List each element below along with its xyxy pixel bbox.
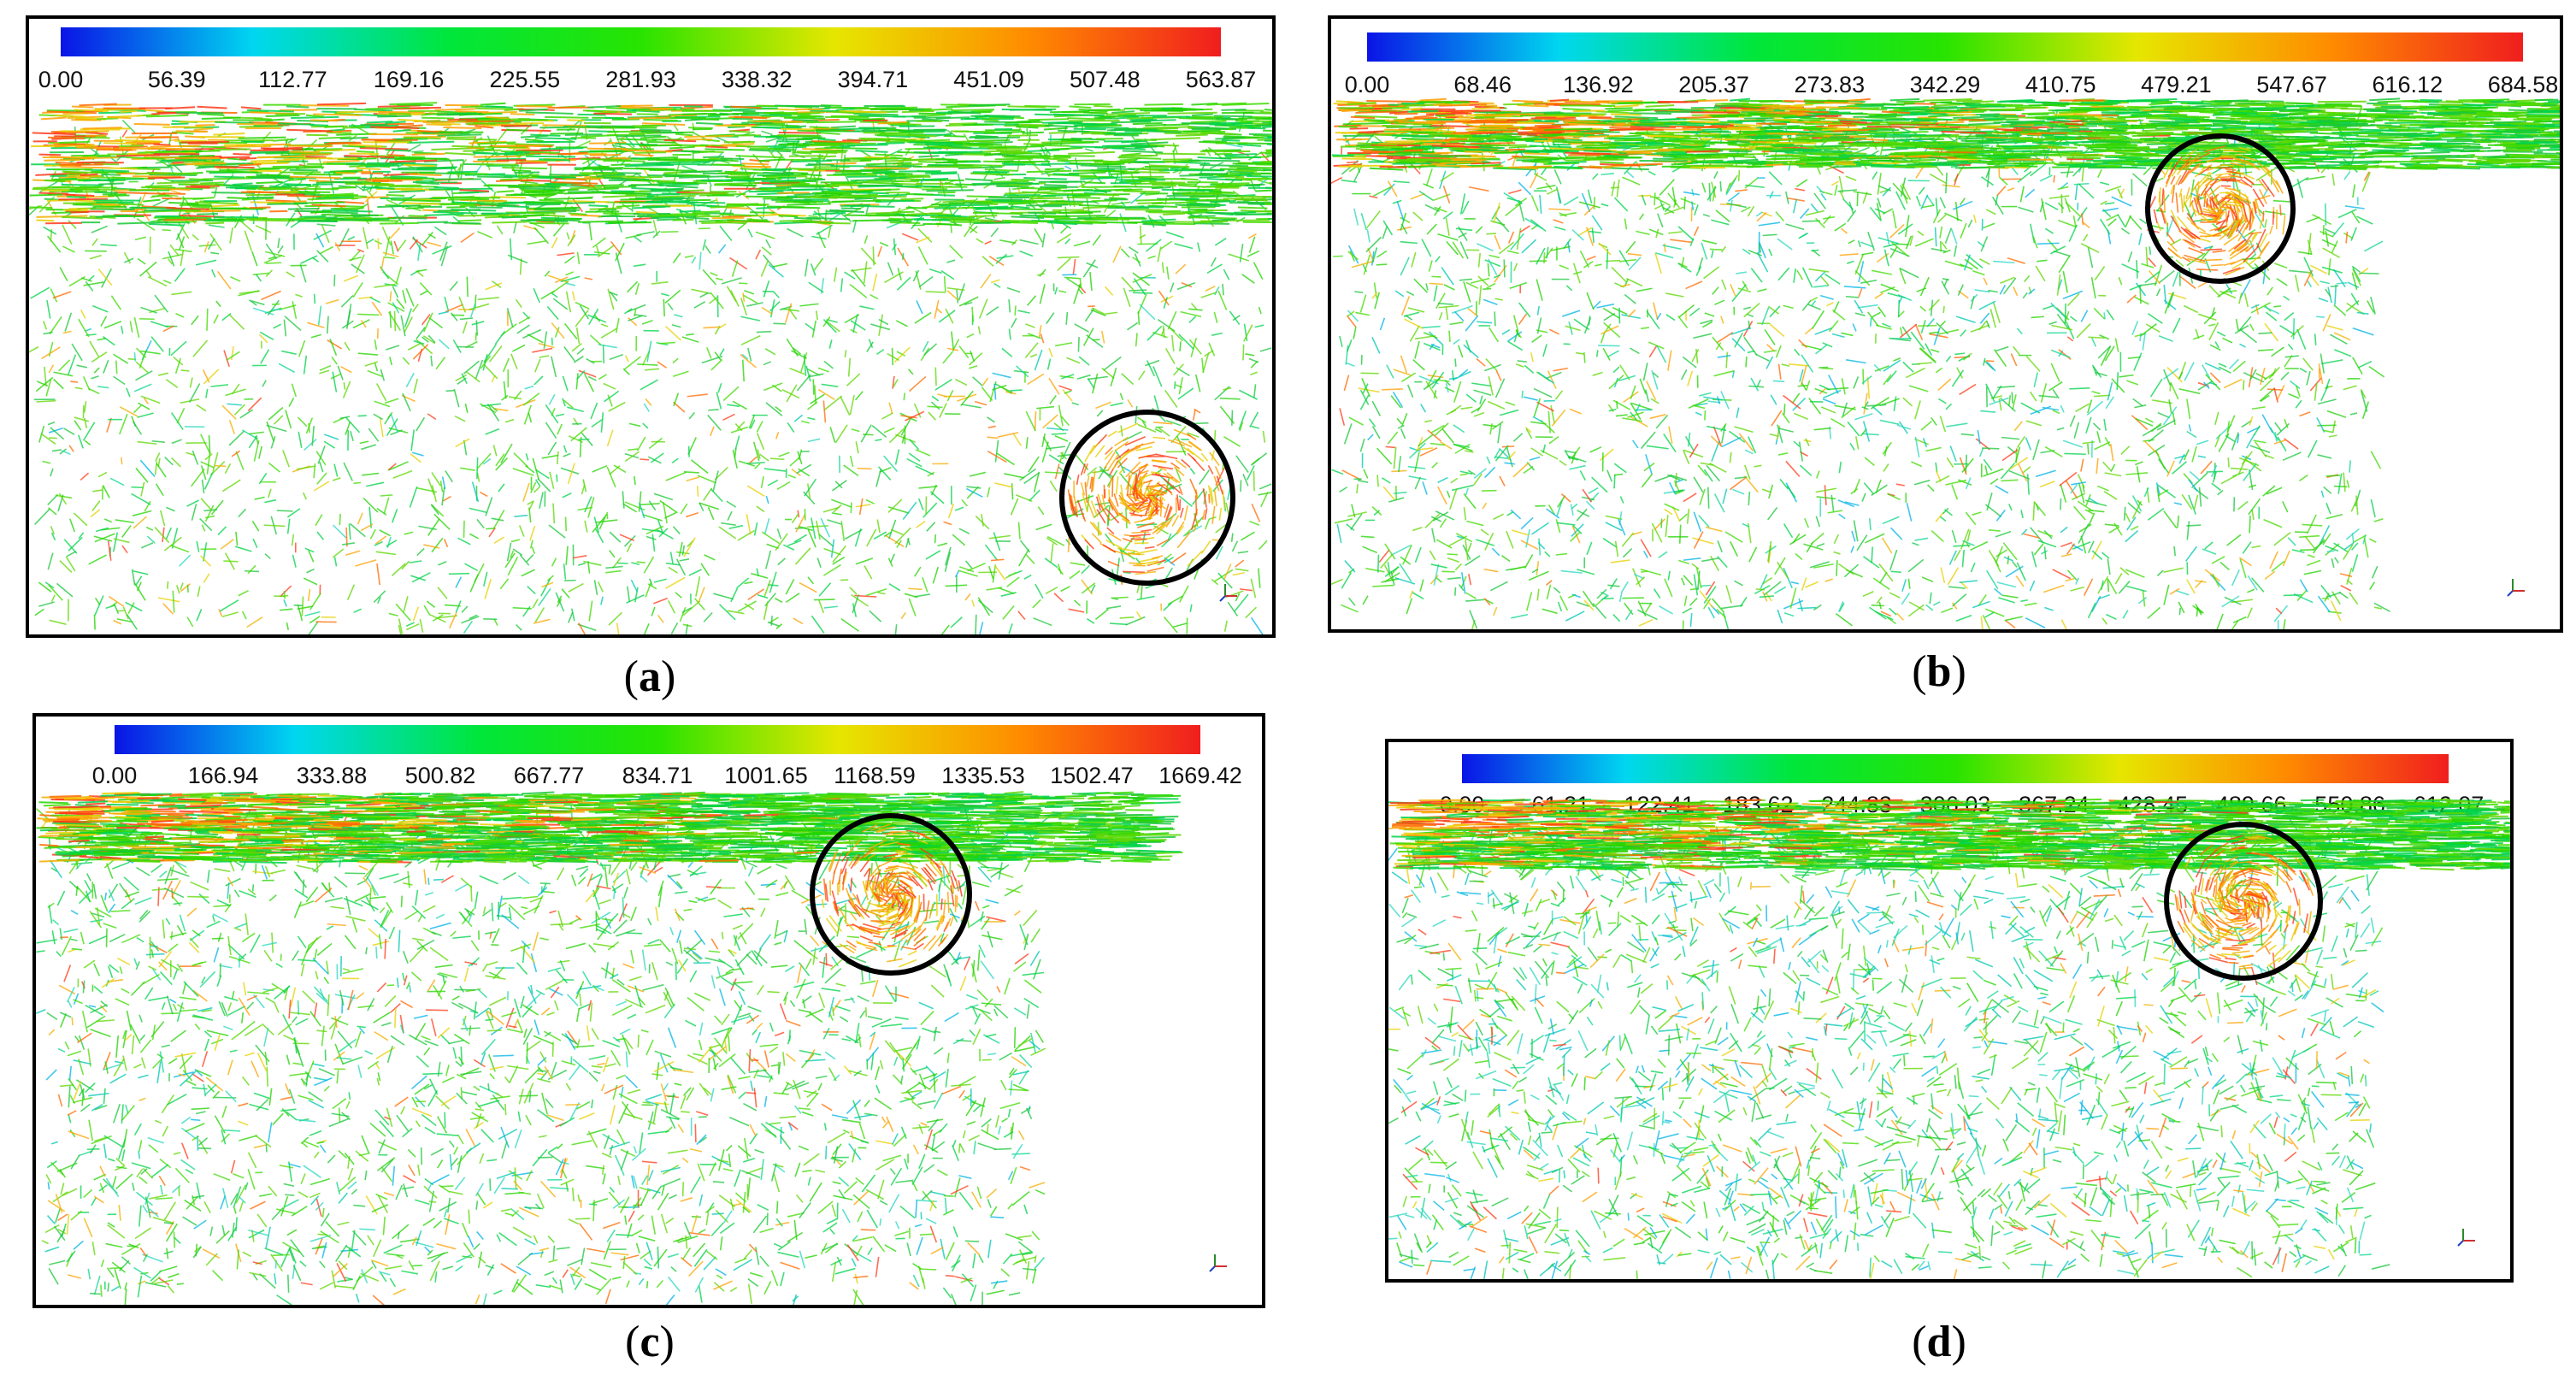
colorbar-ticks-c: 0.00 166.94 333.88 500.82 667.77 834.71 … [92, 763, 1242, 789]
tick-label: 273.83 [1795, 72, 1866, 98]
tick-label: 547.67 [2256, 72, 2327, 98]
caption-b: (b) [1888, 646, 1990, 697]
caption-d: (d) [1888, 1317, 1990, 1367]
axis-triad-icon [2457, 1229, 2475, 1247]
velocity-field-c [36, 791, 1227, 1305]
vortex-highlight-circle [2164, 822, 2323, 981]
tick-label: 281.93 [605, 67, 676, 93]
tick-label: 1001.65 [724, 763, 808, 789]
tick-label: 0.00 [92, 763, 138, 789]
tick-label: 68.46 [1453, 72, 1512, 98]
axis-triad-icon [2507, 579, 2525, 597]
flow-vectors [36, 791, 1183, 1305]
tick-label: 169.16 [374, 67, 445, 93]
tick-label: 56.39 [148, 67, 206, 93]
panel-c: 0.00 166.94 333.88 500.82 667.77 834.71 … [32, 713, 1265, 1308]
tick-label: 1502.47 [1050, 763, 1134, 789]
velocity-field-b [1331, 97, 2560, 629]
tick-label: 0.00 [1345, 72, 1390, 98]
vortex-highlight-circle [810, 813, 972, 976]
colorbar-d [1462, 754, 2449, 783]
tick-label: 667.77 [514, 763, 585, 789]
tick-label: 684.58 [2488, 72, 2559, 98]
tick-label: 834.71 [622, 763, 693, 789]
panel-b: 0.00 68.46 136.92 205.37 273.83 342.29 4… [1328, 15, 2563, 633]
tick-label: 410.75 [2025, 72, 2096, 98]
tick-label: 1168.59 [834, 763, 916, 789]
colorbar-ticks-b: 0.00 68.46 136.92 205.37 273.83 342.29 4… [1345, 72, 2559, 98]
velocity-field-d [1388, 798, 2510, 1279]
tick-label: 333.88 [297, 763, 368, 789]
vortex-highlight-circle [2145, 133, 2296, 284]
velocity-field-a [29, 102, 1272, 634]
tick-label: 500.82 [405, 763, 476, 789]
colorbar-b [1367, 32, 2523, 62]
tick-label: 479.21 [2141, 72, 2212, 98]
colorbar-ticks-a: 0.00 56.39 112.77 169.16 225.55 281.93 3… [38, 67, 1257, 93]
tick-label: 563.87 [1186, 67, 1257, 93]
caption-c: (c) [598, 1317, 701, 1367]
vortex-highlight-circle [1059, 410, 1235, 586]
tick-label: 112.77 [258, 67, 327, 93]
panel-d: 0.00 61.21 122.41 183.62 244.83 306.03 3… [1385, 739, 2514, 1283]
tick-label: 1669.42 [1158, 763, 1242, 789]
panel-a: 0.00 56.39 112.77 169.16 225.55 281.93 3… [26, 15, 1276, 638]
axis-triad-icon [1219, 584, 1237, 602]
flow-vectors [29, 102, 1272, 634]
colorbar-a [61, 27, 1221, 56]
tick-label: 451.09 [953, 67, 1024, 93]
flow-vectors [1388, 798, 2510, 1279]
tick-label: 616.12 [2373, 72, 2443, 98]
tick-label: 225.55 [490, 67, 561, 93]
tick-label: 136.92 [1563, 72, 1634, 98]
axis-triad-icon [1209, 1254, 1227, 1272]
tick-label: 394.71 [838, 67, 909, 93]
tick-label: 338.32 [722, 67, 793, 93]
tick-label: 507.48 [1070, 67, 1141, 93]
caption-a: (a) [598, 652, 701, 702]
tick-label: 166.94 [188, 763, 259, 789]
tick-label: 0.00 [38, 67, 84, 93]
colorbar-c [115, 725, 1200, 754]
tick-label: 205.37 [1678, 72, 1749, 98]
tick-label: 342.29 [1910, 72, 1981, 98]
flow-vectors [1331, 97, 2560, 629]
tick-label: 1335.53 [941, 763, 1025, 789]
